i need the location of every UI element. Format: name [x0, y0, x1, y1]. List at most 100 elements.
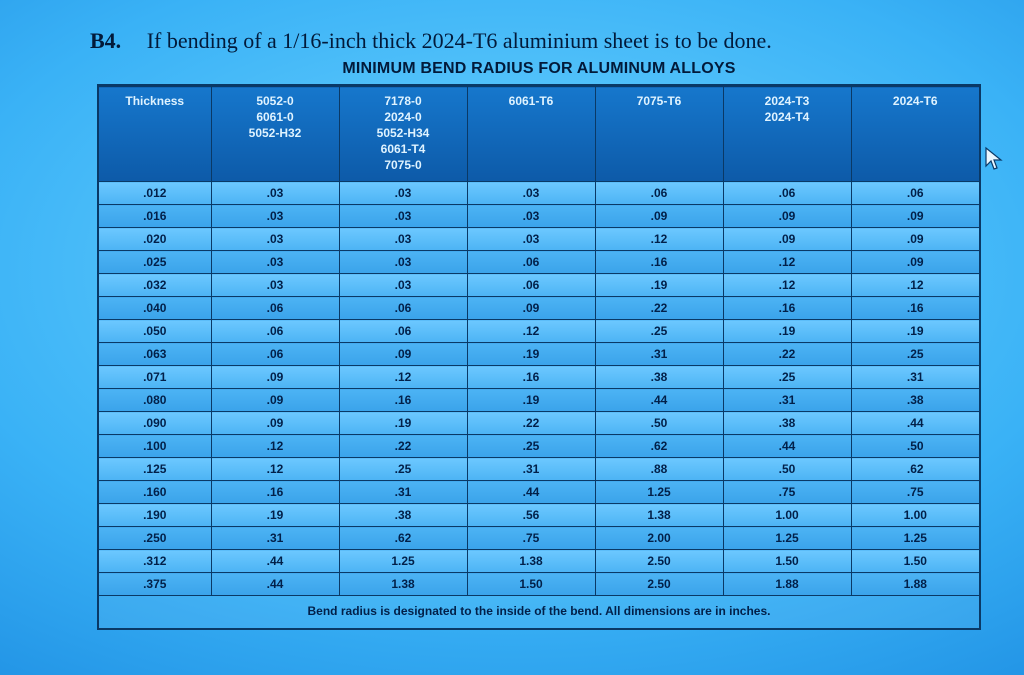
- table-cell: .032: [99, 274, 211, 297]
- table-cell: .09: [723, 205, 851, 228]
- table-cell: 1.50: [723, 550, 851, 573]
- table-cell: .19: [723, 320, 851, 343]
- table-footnote: Bend radius is designated to the inside …: [99, 595, 979, 628]
- table-cell: 1.25: [595, 481, 723, 504]
- table-cell: .12: [211, 458, 339, 481]
- table-cell: .22: [723, 343, 851, 366]
- table-cell: .06: [339, 297, 467, 320]
- table-cell: .06: [851, 182, 979, 205]
- table-cell: .31: [595, 343, 723, 366]
- bend-radius-table-wrap: Thickness5052-06061-05052-H327178-02024-…: [97, 84, 981, 630]
- table-cell: .06: [467, 251, 595, 274]
- table-cell: .38: [723, 412, 851, 435]
- table-cell: .88: [595, 458, 723, 481]
- col-header-6: 2024-T6: [851, 87, 979, 182]
- col-header-1: 5052-06061-05052-H32: [211, 87, 339, 182]
- table-row: .250.31.62.752.001.251.25: [99, 527, 979, 550]
- table-row: .375.441.381.502.501.881.88: [99, 573, 979, 596]
- table-cell: .050: [99, 320, 211, 343]
- table-cell: .071: [99, 366, 211, 389]
- table-cell: .125: [99, 458, 211, 481]
- table-cell: .03: [339, 228, 467, 251]
- table-cell: .62: [851, 458, 979, 481]
- col-header-line: 5052-0: [216, 93, 335, 109]
- table-cell: .06: [723, 182, 851, 205]
- table-row: .063.06.09.19.31.22.25: [99, 343, 979, 366]
- table-cell: 2.50: [595, 550, 723, 573]
- table-cell: 1.50: [467, 573, 595, 596]
- col-header-line: 7075-T6: [600, 93, 719, 109]
- table-cell: .03: [211, 228, 339, 251]
- table-cell: .19: [595, 274, 723, 297]
- table-cell: .040: [99, 297, 211, 320]
- table-cell: .03: [211, 251, 339, 274]
- table-cell: .09: [467, 297, 595, 320]
- table-cell: .06: [211, 297, 339, 320]
- table-cell: .16: [211, 481, 339, 504]
- table-cell: .025: [99, 251, 211, 274]
- table-cell: .03: [339, 274, 467, 297]
- table-cell: .03: [467, 182, 595, 205]
- table-cell: .50: [595, 412, 723, 435]
- table-cell: .12: [339, 366, 467, 389]
- table-cell: .50: [723, 458, 851, 481]
- col-header-3: 6061-T6: [467, 87, 595, 182]
- col-header-4: 7075-T6: [595, 87, 723, 182]
- table-cell: .160: [99, 481, 211, 504]
- table-cell: .190: [99, 504, 211, 527]
- table-cell: .09: [211, 389, 339, 412]
- table-cell: .09: [339, 343, 467, 366]
- table-row: .025.03.03.06.16.12.09: [99, 251, 979, 274]
- table-cell: .44: [211, 573, 339, 596]
- table-row: .100.12.22.25.62.44.50: [99, 435, 979, 458]
- table-cell: 2.00: [595, 527, 723, 550]
- table-row: .090.09.19.22.50.38.44: [99, 412, 979, 435]
- table-cell: .09: [851, 228, 979, 251]
- table-row: .040.06.06.09.22.16.16: [99, 297, 979, 320]
- table-cell: .03: [467, 205, 595, 228]
- table-cell: 1.00: [851, 504, 979, 527]
- table-cell: .06: [467, 274, 595, 297]
- table-cell: .22: [595, 297, 723, 320]
- table-cell: .19: [211, 504, 339, 527]
- table-cell: .62: [339, 527, 467, 550]
- table-cell: .063: [99, 343, 211, 366]
- table-cell: .03: [339, 182, 467, 205]
- table-cell: 1.50: [851, 550, 979, 573]
- col-header-0: Thickness: [99, 87, 211, 182]
- table-cell: .38: [595, 366, 723, 389]
- table-cell: .12: [723, 274, 851, 297]
- table-cell: .09: [851, 205, 979, 228]
- table-cell: .44: [723, 435, 851, 458]
- table-cell: .090: [99, 412, 211, 435]
- table-cell: .75: [851, 481, 979, 504]
- table-title: MINIMUM BEND RADIUS FOR ALUMINUM ALLOYS: [90, 60, 988, 78]
- table-cell: .38: [851, 389, 979, 412]
- table-cell: .06: [339, 320, 467, 343]
- col-header-line: 6061-T6: [472, 93, 591, 109]
- table-cell: .44: [595, 389, 723, 412]
- table-row: .016.03.03.03.09.09.09: [99, 205, 979, 228]
- col-header-line: 2024-0: [344, 109, 463, 125]
- table-cell: .012: [99, 182, 211, 205]
- table-cell: 1.00: [723, 504, 851, 527]
- table-cell: .06: [595, 182, 723, 205]
- table-cell: 1.25: [851, 527, 979, 550]
- table-cell: 1.88: [851, 573, 979, 596]
- col-header-line: 6061-T4: [344, 141, 463, 157]
- question-line: B4. If bending of a 1/16-inch thick 2024…: [90, 28, 988, 54]
- table-cell: .16: [595, 251, 723, 274]
- table-cell: .016: [99, 205, 211, 228]
- table-cell: 1.25: [723, 527, 851, 550]
- table-cell: .25: [723, 366, 851, 389]
- table-row: .190.19.38.561.381.001.00: [99, 504, 979, 527]
- table-cell: .62: [595, 435, 723, 458]
- table-cell: .12: [211, 435, 339, 458]
- table-cell: 1.25: [339, 550, 467, 573]
- table-cell: .12: [851, 274, 979, 297]
- table-cell: .03: [211, 205, 339, 228]
- col-header-2: 7178-02024-05052-H346061-T47075-0: [339, 87, 467, 182]
- table-cell: .080: [99, 389, 211, 412]
- table-cell: .03: [339, 251, 467, 274]
- table-cell: .25: [467, 435, 595, 458]
